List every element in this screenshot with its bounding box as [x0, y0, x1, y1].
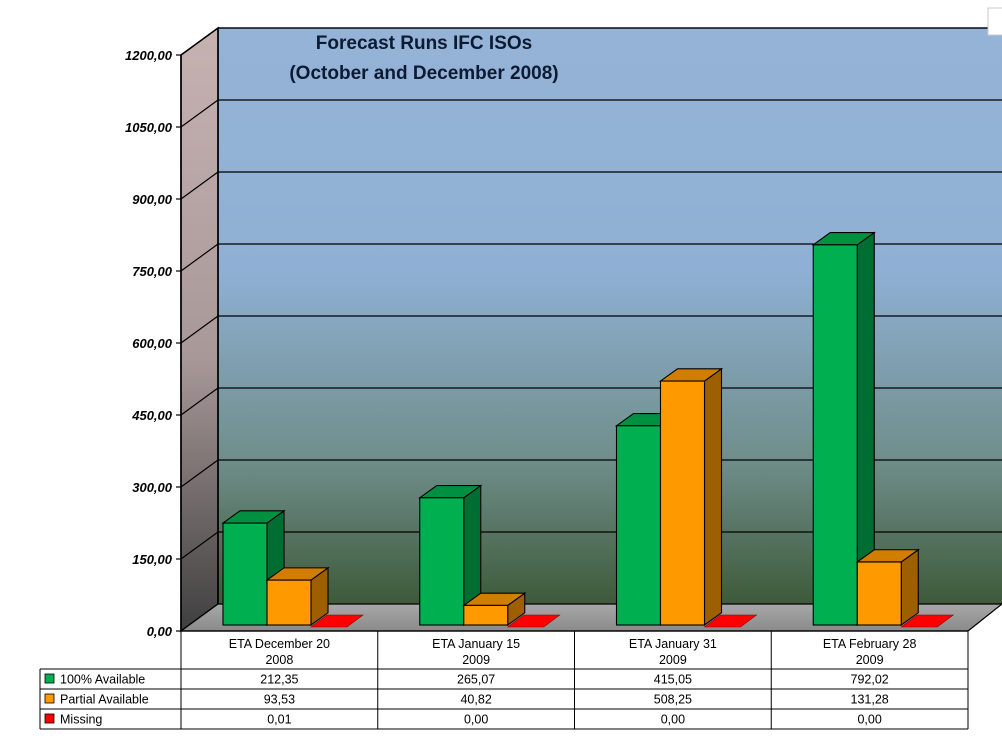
table-cell-value: 93,53 — [264, 693, 295, 707]
table-cell-value: 0,00 — [857, 713, 881, 727]
bar-front — [222, 522, 268, 626]
legend-label: Partial Available — [60, 693, 149, 707]
y-tick-label: 300,00 — [132, 480, 173, 495]
y-tick-label: 0,00 — [147, 624, 173, 639]
bar-top — [703, 614, 758, 628]
table-cell-value: 212,35 — [260, 673, 298, 687]
bar-front — [419, 497, 465, 626]
y-tick-label: 1200,00 — [125, 48, 173, 63]
bar-front — [856, 561, 902, 626]
data-table: ETA December 20 2008 ETA January 15 2009 ETA… — [39, 630, 969, 730]
bar-1-4 — [811, 231, 876, 627]
bar-front — [463, 604, 509, 626]
bar-top — [506, 614, 561, 628]
gridline-side — [180, 27, 219, 56]
y-tick-label: 450,00 — [131, 408, 173, 423]
category-label-line2: 2009 — [462, 653, 490, 667]
legend-label: Missing — [60, 713, 102, 727]
bar-3-4 — [900, 614, 955, 628]
category-label-line2: 2009 — [659, 653, 687, 667]
category-label-line1: ETA January 15 — [432, 637, 520, 651]
bar-3-3 — [703, 614, 758, 628]
category-label-line2: 2008 — [265, 653, 293, 667]
bar-1-2 — [418, 484, 483, 627]
y-tick-label: 750,00 — [132, 264, 173, 279]
table-cell-value: 0,00 — [464, 713, 488, 727]
table-cell-value: 265,07 — [457, 673, 495, 687]
bar-2-2 — [462, 592, 527, 627]
gridline-side — [180, 531, 219, 560]
bar-front — [615, 425, 662, 626]
bar-side — [703, 367, 723, 627]
table-cell-value: 131,28 — [851, 693, 889, 707]
bar-front — [659, 380, 706, 626]
bar-3-2 — [506, 614, 561, 628]
y-axis: 0,00 150,00 300,00 450,00 600,00 750,00 900,00… — [125, 48, 182, 639]
bar-1-1 — [221, 509, 286, 627]
table-cell-value: 40,82 — [460, 693, 491, 707]
table-cell-value: 508,25 — [654, 693, 692, 707]
legend-key — [44, 673, 55, 684]
y-tick-label: 1050,00 — [125, 120, 173, 135]
bar-3-1 — [310, 614, 364, 628]
corner-frame — [987, 7, 1002, 36]
chart-subtitle: (October and December 2008) — [289, 63, 558, 84]
bar-2-1 — [265, 566, 330, 627]
bars — [221, 231, 955, 628]
bar-top — [310, 614, 364, 628]
table-cell-value: 0,00 — [661, 713, 685, 727]
bar-front — [266, 579, 312, 626]
y-tick-label: 900,00 — [132, 192, 173, 207]
y-tick-label: 600,00 — [132, 336, 173, 351]
gridline-side — [180, 315, 219, 344]
bar-side — [900, 548, 919, 627]
plot-walls — [179, 26, 1002, 633]
category-label-line1: ETA January 31 — [629, 637, 717, 651]
gridline-side — [180, 387, 219, 416]
chart-title-line1: Forecast Runs IFC ISOs — [316, 33, 532, 54]
bar-2-4 — [855, 548, 920, 627]
table-cell-value: 415,05 — [654, 673, 692, 687]
chart-title: Forecast Runs IFC ISOs (October and Dece… — [289, 33, 558, 84]
category-label-line2: 2009 — [856, 653, 884, 667]
table-cell-value: 792,02 — [851, 673, 889, 687]
bar-top — [900, 614, 955, 628]
gridline-side — [180, 171, 219, 200]
bar-front — [812, 244, 858, 626]
y-tick-label: 150,00 — [132, 552, 173, 567]
gridline-side — [180, 243, 219, 272]
table-cell-value: 0,01 — [267, 713, 291, 727]
legend-label: 100% Available — [60, 673, 145, 687]
gridline-side — [180, 459, 219, 488]
category-label-line1: ETA February 28 — [823, 637, 917, 651]
legend-key — [44, 713, 55, 724]
bar-2-3 — [658, 367, 724, 627]
category-label-line1: ETA December 20 — [229, 637, 330, 651]
legend-key — [44, 693, 55, 704]
gridline-side — [180, 99, 219, 128]
